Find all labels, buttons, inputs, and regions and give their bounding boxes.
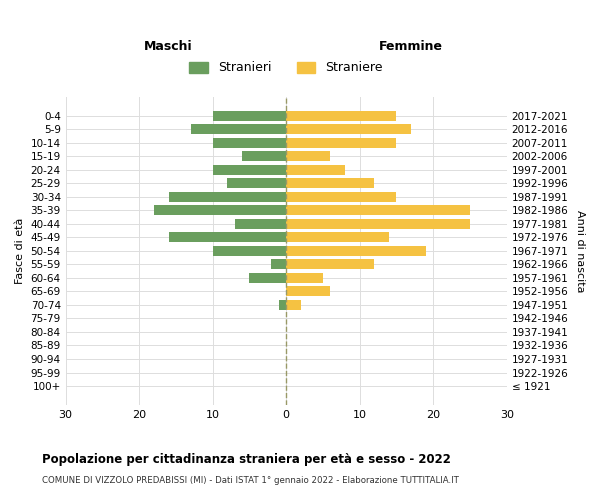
Bar bbox=[286, 178, 374, 188]
Bar bbox=[235, 218, 286, 229]
Bar bbox=[286, 110, 397, 120]
Bar bbox=[169, 192, 286, 202]
Bar bbox=[286, 246, 426, 256]
Bar bbox=[271, 260, 286, 270]
Bar bbox=[212, 246, 286, 256]
Bar bbox=[286, 260, 374, 270]
Bar bbox=[279, 300, 286, 310]
Bar bbox=[286, 192, 397, 202]
Text: Maschi: Maschi bbox=[143, 40, 193, 52]
Y-axis label: Anni di nascita: Anni di nascita bbox=[575, 210, 585, 292]
Text: Popolazione per cittadinanza straniera per età e sesso - 2022: Popolazione per cittadinanza straniera p… bbox=[42, 452, 451, 466]
Bar bbox=[286, 151, 331, 161]
Text: Femmine: Femmine bbox=[379, 40, 443, 52]
Bar bbox=[212, 138, 286, 147]
Bar bbox=[169, 232, 286, 242]
Bar bbox=[286, 218, 470, 229]
Bar bbox=[286, 286, 331, 296]
Y-axis label: Fasce di età: Fasce di età bbox=[15, 218, 25, 284]
Bar bbox=[286, 205, 470, 216]
Bar bbox=[286, 124, 411, 134]
Legend: Stranieri, Straniere: Stranieri, Straniere bbox=[184, 56, 388, 80]
Bar bbox=[227, 178, 286, 188]
Bar bbox=[154, 205, 286, 216]
Bar bbox=[212, 110, 286, 120]
Bar bbox=[212, 164, 286, 175]
Bar bbox=[286, 138, 397, 147]
Bar bbox=[286, 300, 301, 310]
Bar bbox=[286, 164, 345, 175]
Bar bbox=[250, 273, 286, 283]
Text: COMUNE DI VIZZOLO PREDABISSI (MI) - Dati ISTAT 1° gennaio 2022 - Elaborazione TU: COMUNE DI VIZZOLO PREDABISSI (MI) - Dati… bbox=[42, 476, 459, 485]
Bar bbox=[191, 124, 286, 134]
Bar bbox=[286, 273, 323, 283]
Bar bbox=[242, 151, 286, 161]
Bar bbox=[286, 232, 389, 242]
